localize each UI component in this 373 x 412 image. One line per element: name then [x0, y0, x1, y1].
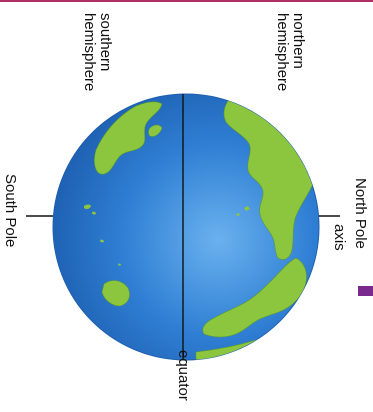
- island-japan: [148, 124, 163, 137]
- island-pacific-4: [118, 263, 121, 266]
- island-pacific-1: [84, 204, 91, 210]
- land-oceania: [101, 280, 130, 307]
- south-pole-label: South Pole: [2, 174, 19, 248]
- north-pole-label: North Pole: [352, 178, 369, 249]
- page-accent-mark: [358, 286, 373, 296]
- land-asia: [94, 101, 163, 175]
- southern-hemisphere-label: southern hemisphere: [81, 13, 114, 92]
- top-border-rule: [0, 0, 373, 2]
- island-hawaii-1: [244, 206, 250, 211]
- equator-label: equator: [175, 350, 192, 401]
- island-pacific-2: [92, 211, 96, 215]
- island-pacific-3: [100, 239, 104, 243]
- axis-label: axis: [331, 224, 348, 251]
- northern-hemisphere-label: northern hemisphere: [274, 13, 307, 92]
- island-hawaii-2: [236, 213, 240, 216]
